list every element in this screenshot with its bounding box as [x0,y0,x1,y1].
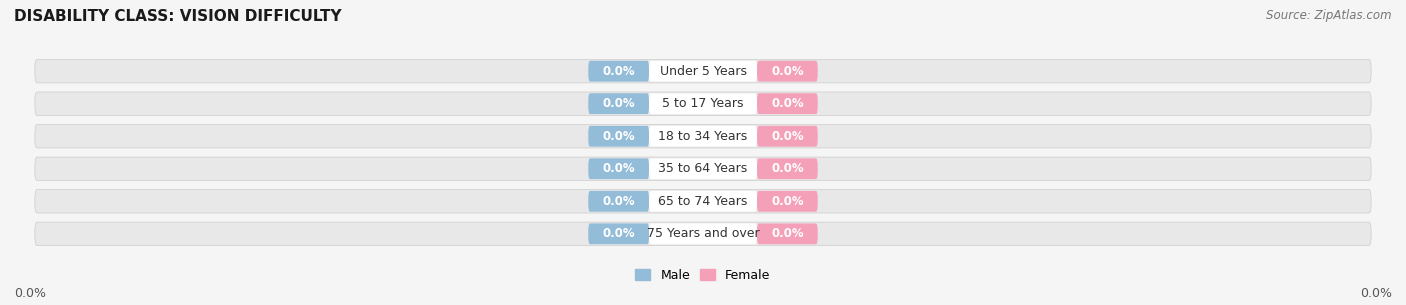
Text: 0.0%: 0.0% [602,227,636,240]
Text: 35 to 64 Years: 35 to 64 Years [658,162,748,175]
Text: 0.0%: 0.0% [602,65,636,78]
Text: DISABILITY CLASS: VISION DIFFICULTY: DISABILITY CLASS: VISION DIFFICULTY [14,9,342,24]
FancyBboxPatch shape [756,191,818,212]
Text: 0.0%: 0.0% [770,65,804,78]
Text: 0.0%: 0.0% [770,227,804,240]
Text: Under 5 Years: Under 5 Years [659,65,747,78]
Text: 0.0%: 0.0% [770,97,804,110]
FancyBboxPatch shape [35,59,1371,83]
Text: Source: ZipAtlas.com: Source: ZipAtlas.com [1267,9,1392,22]
FancyBboxPatch shape [650,126,756,147]
FancyBboxPatch shape [588,126,650,147]
Text: 5 to 17 Years: 5 to 17 Years [662,97,744,110]
FancyBboxPatch shape [35,92,1371,115]
Text: 0.0%: 0.0% [602,130,636,143]
FancyBboxPatch shape [650,158,756,179]
Text: 0.0%: 0.0% [602,162,636,175]
FancyBboxPatch shape [650,61,756,81]
Text: 0.0%: 0.0% [770,130,804,143]
FancyBboxPatch shape [588,61,650,81]
Text: 18 to 34 Years: 18 to 34 Years [658,130,748,143]
FancyBboxPatch shape [756,126,818,147]
Text: 0.0%: 0.0% [770,195,804,208]
FancyBboxPatch shape [35,190,1371,213]
FancyBboxPatch shape [588,224,650,244]
FancyBboxPatch shape [650,224,756,244]
Text: 0.0%: 0.0% [602,195,636,208]
Text: 0.0%: 0.0% [1360,287,1392,300]
FancyBboxPatch shape [756,93,818,114]
Text: 0.0%: 0.0% [770,162,804,175]
FancyBboxPatch shape [756,61,818,81]
Text: 65 to 74 Years: 65 to 74 Years [658,195,748,208]
Text: 75 Years and over: 75 Years and over [647,227,759,240]
Text: 0.0%: 0.0% [602,97,636,110]
FancyBboxPatch shape [588,158,650,179]
FancyBboxPatch shape [650,191,756,212]
FancyBboxPatch shape [756,224,818,244]
FancyBboxPatch shape [35,222,1371,246]
Text: 0.0%: 0.0% [14,287,46,300]
Legend: Male, Female: Male, Female [630,264,776,287]
FancyBboxPatch shape [35,157,1371,181]
FancyBboxPatch shape [650,93,756,114]
FancyBboxPatch shape [588,93,650,114]
FancyBboxPatch shape [588,191,650,212]
FancyBboxPatch shape [35,124,1371,148]
FancyBboxPatch shape [756,158,818,179]
